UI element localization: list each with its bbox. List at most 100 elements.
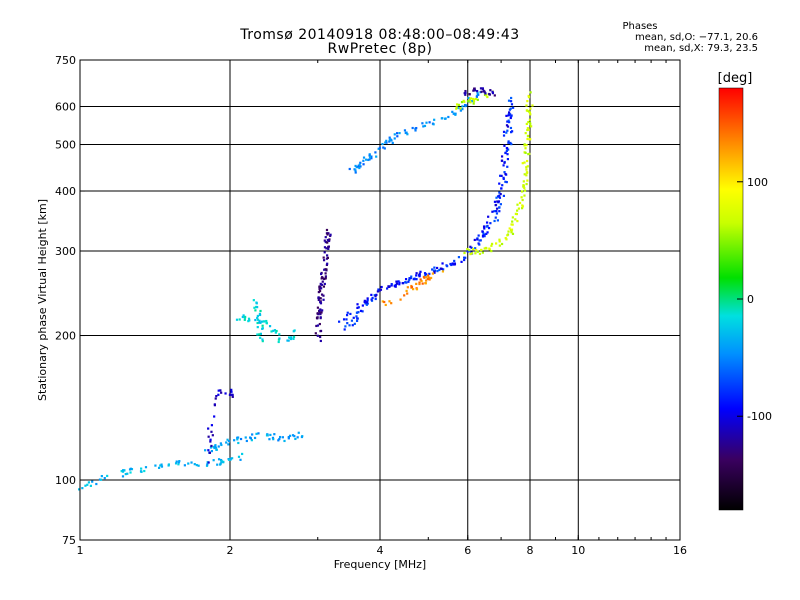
echo-point bbox=[183, 464, 186, 467]
phase-stats-o-mode: mean, sd,O: −77.1, 20.6 bbox=[635, 32, 758, 43]
echo-point bbox=[256, 314, 259, 318]
echo-point bbox=[505, 149, 508, 153]
echo-point bbox=[527, 96, 531, 99]
echo-point bbox=[500, 174, 503, 177]
echo-point bbox=[435, 266, 439, 270]
echo-point bbox=[471, 100, 474, 103]
echo-point bbox=[496, 195, 500, 198]
echo-point bbox=[346, 322, 349, 325]
echo-point bbox=[429, 276, 433, 280]
echo-point bbox=[229, 458, 232, 461]
echo-point bbox=[230, 388, 233, 391]
echo-point bbox=[247, 317, 251, 320]
echo-point bbox=[427, 274, 430, 277]
echo-point bbox=[514, 212, 517, 215]
echo-point bbox=[424, 274, 427, 277]
echo-point bbox=[326, 233, 329, 236]
echo-point bbox=[206, 463, 209, 466]
echo-point bbox=[523, 194, 526, 197]
echo-point bbox=[319, 330, 322, 333]
echo-point bbox=[209, 440, 212, 443]
echo-point bbox=[503, 161, 506, 164]
echo-point bbox=[506, 165, 509, 168]
echo-point bbox=[531, 104, 534, 107]
echo-point bbox=[520, 207, 524, 210]
echo-point bbox=[496, 219, 500, 222]
echo-point bbox=[495, 242, 498, 245]
echo-point bbox=[258, 313, 262, 317]
echo-point bbox=[122, 469, 125, 472]
echo-point bbox=[241, 315, 244, 319]
echo-point bbox=[466, 100, 470, 103]
echo-point bbox=[409, 276, 413, 280]
echo-point bbox=[460, 260, 463, 263]
echo-point bbox=[493, 219, 496, 223]
echo-point bbox=[355, 315, 358, 318]
echo-point bbox=[318, 288, 321, 291]
echo-point bbox=[499, 174, 502, 177]
echo-point bbox=[506, 120, 509, 123]
echo-point bbox=[473, 238, 476, 242]
echo-point bbox=[523, 189, 527, 192]
x-tick-label: 1 bbox=[77, 544, 84, 557]
echo-point bbox=[488, 247, 491, 250]
echo-point bbox=[375, 293, 378, 296]
echo-point bbox=[99, 478, 103, 481]
echo-point bbox=[423, 124, 427, 128]
echo-point bbox=[498, 191, 501, 194]
echo-point bbox=[319, 308, 322, 311]
echo-point bbox=[81, 487, 84, 490]
echo-point bbox=[406, 292, 409, 295]
echo-point bbox=[359, 161, 362, 164]
echo-point bbox=[520, 190, 524, 193]
echo-point bbox=[507, 141, 510, 144]
echo-point bbox=[461, 105, 464, 108]
echo-point bbox=[450, 263, 453, 267]
echo-point bbox=[259, 309, 262, 313]
echo-point bbox=[388, 300, 391, 303]
echo-point bbox=[463, 256, 466, 259]
echo-point bbox=[225, 441, 228, 444]
echo-point bbox=[433, 270, 436, 273]
echo-point bbox=[469, 101, 472, 104]
echo-point bbox=[425, 279, 428, 282]
echo-point bbox=[231, 395, 234, 398]
echo-point bbox=[283, 439, 286, 443]
echo-point bbox=[415, 272, 418, 275]
echo-point bbox=[507, 99, 511, 102]
echo-point bbox=[87, 481, 91, 484]
echo-point bbox=[319, 316, 322, 319]
echo-point bbox=[436, 269, 439, 273]
echo-point bbox=[511, 223, 514, 226]
axis-ticks: 1 2 4 6 8 10 16 75 100 200 300 400 500 600 750 bbox=[55, 54, 687, 557]
echo-point bbox=[324, 236, 327, 239]
echo-point bbox=[511, 232, 515, 235]
echo-point bbox=[355, 311, 359, 314]
echo-point bbox=[281, 436, 284, 439]
echo-point bbox=[425, 273, 428, 276]
echo-point bbox=[190, 461, 193, 464]
echo-point bbox=[414, 278, 417, 281]
echo-point bbox=[476, 238, 479, 241]
echo-point bbox=[418, 282, 421, 286]
echo-point bbox=[388, 140, 391, 143]
echo-point bbox=[357, 311, 360, 314]
echo-point bbox=[241, 452, 244, 456]
echo-point bbox=[287, 437, 290, 440]
echo-point bbox=[256, 333, 259, 336]
y-tick-label: 300 bbox=[55, 245, 76, 258]
echo-point bbox=[356, 317, 359, 320]
echo-point bbox=[377, 147, 380, 150]
echo-point bbox=[506, 125, 510, 128]
echo-point bbox=[325, 232, 329, 235]
echo-point bbox=[362, 163, 365, 166]
echo-point bbox=[317, 290, 320, 294]
echo-point bbox=[370, 293, 373, 296]
echo-point bbox=[316, 324, 320, 327]
echo-point bbox=[388, 138, 391, 141]
echo-point bbox=[381, 142, 384, 146]
echo-point bbox=[351, 324, 354, 327]
echo-point bbox=[98, 478, 102, 481]
echo-point bbox=[404, 131, 407, 135]
echo-point bbox=[319, 311, 322, 314]
